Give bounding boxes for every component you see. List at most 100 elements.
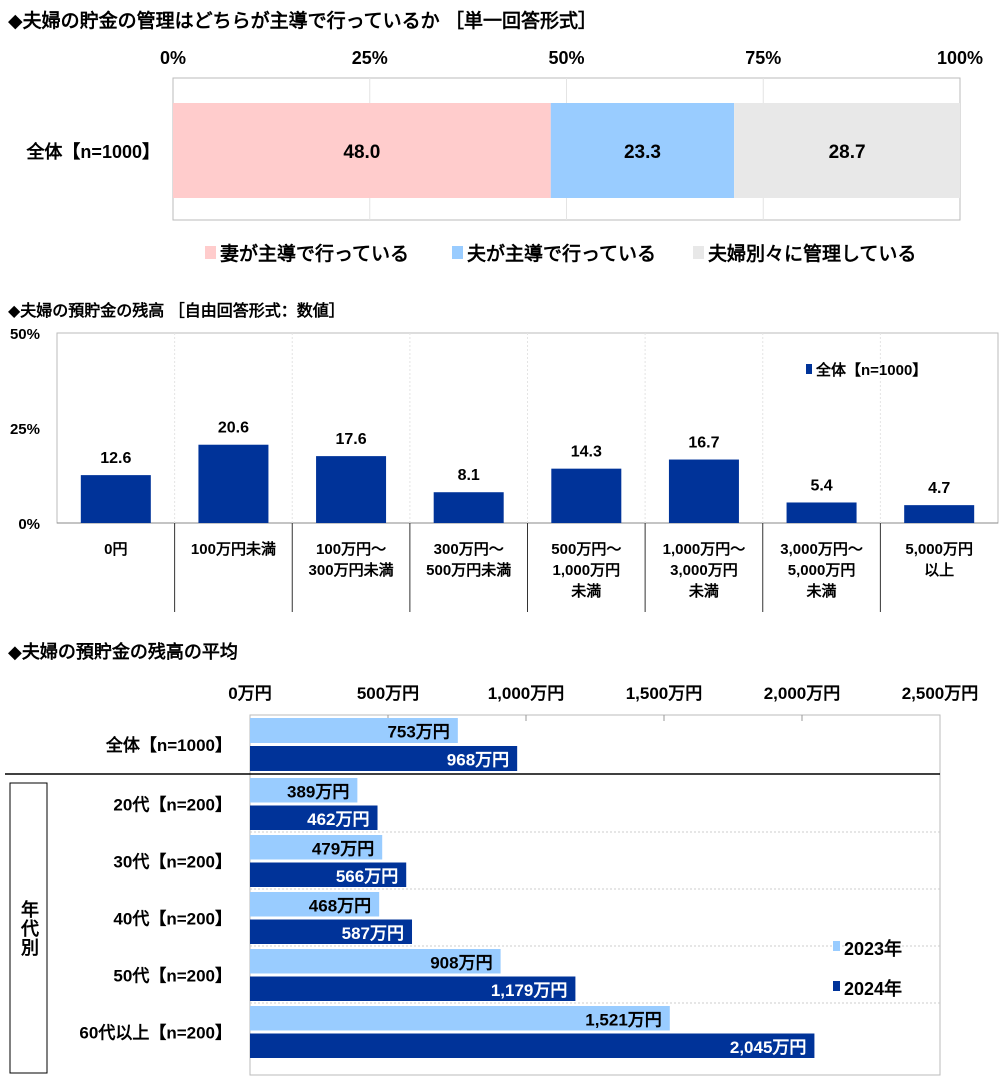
chart3-tick-label: 0万円 <box>228 684 271 703</box>
chart1-tick-label: 50% <box>548 48 584 68</box>
chart2-data-label: 14.3 <box>571 444 602 461</box>
chart1-bar-segment <box>173 103 551 198</box>
chart3-data-label: 566万円 <box>336 867 398 886</box>
chart1-legend-swatch <box>452 246 463 259</box>
chart2-category-label: 5,000万円 <box>905 541 973 558</box>
chart2-category-label: 未満 <box>806 582 837 600</box>
chart3-legend-label: 2024年 <box>844 978 902 999</box>
chart1-bar-segment <box>734 103 960 198</box>
chart2-category-label: 3,000万円～ <box>780 541 863 558</box>
chart1-category-label: 全体【n=1000】 <box>25 141 160 162</box>
chart2-category-label: 5,000万円 <box>788 562 856 579</box>
chart2-title: ◆夫婦の預貯金の残高 ［自由回答形式：数値］ <box>8 303 345 320</box>
chart1-tick-label: 100% <box>937 48 983 68</box>
chart3-bar <box>250 718 458 743</box>
chart3-data-label: 1,179万円 <box>491 981 568 1000</box>
chart1-legend-label: 夫婦別々に管理している <box>708 242 916 265</box>
chart2-data-label: 12.6 <box>100 450 131 467</box>
chart2-legend-swatch <box>806 364 812 374</box>
chart2-bar <box>198 444 269 523</box>
chart3-group-label: 年代別 <box>19 899 39 957</box>
chart3-data-label: 753万円 <box>387 723 449 742</box>
chart1-legend-label: 妻が主導で行っている <box>220 242 409 265</box>
chart3-data-label: 479万円 <box>312 839 374 858</box>
chart1-data-label: 23.3 <box>624 142 661 163</box>
chart1-tick-label: 25% <box>352 48 388 68</box>
chart3-bar <box>250 778 358 803</box>
chart3-category-label: 30代【n=200】 <box>113 852 232 872</box>
chart3-data-label: 462万円 <box>307 810 369 829</box>
chart3-data-label: 587万円 <box>342 924 404 943</box>
chart1-legend-label: 夫が主導で行っている <box>467 242 656 265</box>
chart2-data-label: 17.6 <box>335 431 366 448</box>
chart3-tick-label: 2,000万円 <box>764 684 841 703</box>
chart3-title: ◆夫婦の預貯金の残高の平均 <box>8 642 238 662</box>
chart3-bar <box>250 1006 670 1031</box>
chart1-tick-label: 0% <box>160 48 186 68</box>
chart1-tick-label: 75% <box>745 48 781 68</box>
chart2-data-label: 20.6 <box>218 420 249 437</box>
chart2-category-label: 3,000万円 <box>670 562 738 579</box>
chart3-legend-swatch <box>833 941 840 951</box>
chart2-data-label: 5.4 <box>810 477 832 494</box>
chart3-category-label: 60代以上【n=200】 <box>79 1023 232 1043</box>
chart3-bar <box>250 976 576 1001</box>
chart2-category-label: 100万円～ <box>316 541 386 558</box>
chart1-data-label: 28.7 <box>829 142 866 163</box>
chart3-tick-label: 1,000万円 <box>488 684 565 703</box>
chart1-data-label: 48.0 <box>343 142 380 163</box>
chart3-data-label: 468万円 <box>309 896 371 915</box>
chart2-category-label: 500万円未満 <box>426 561 511 579</box>
chart2-category-label: 0円 <box>104 541 127 558</box>
chart2-bar <box>316 456 387 523</box>
chart2-category-label: 100万円未満 <box>191 540 276 558</box>
chart2-data-label: 16.7 <box>688 435 719 452</box>
chart3-data-label: 389万円 <box>287 782 349 801</box>
chart2-category-label: 未満 <box>688 582 719 600</box>
chart2-tick-label: 50% <box>10 326 40 343</box>
chart2-category-label: 300万円～ <box>434 541 504 558</box>
chart3-data-label: 968万円 <box>447 751 509 770</box>
chart3-bar <box>250 862 407 887</box>
chart3-tick-label: 1,500万円 <box>626 684 703 703</box>
chart2-bar <box>668 459 739 523</box>
chart3-data-label: 1,521万円 <box>585 1010 662 1029</box>
chart3-tick-label: 2,500万円 <box>902 684 979 703</box>
chart3-bar <box>250 805 378 830</box>
chart2-bar <box>80 475 151 523</box>
chart2-bar <box>786 502 857 523</box>
chart3-bar <box>250 746 518 771</box>
chart2-category-label: 300万円未満 <box>309 561 394 579</box>
chart1-bar-segment <box>550 103 735 198</box>
chart2-tick-label: 25% <box>10 421 40 438</box>
chart3-category-label: 50代【n=200】 <box>113 966 232 986</box>
chart1-legend-swatch <box>693 246 704 259</box>
chart1-title: ◆夫婦の貯金の管理はどちらが主導で行っているか ［単一回答形式］ <box>8 11 597 32</box>
chart2-category-label: 以上 <box>924 562 954 579</box>
chart3-data-label: 2,045万円 <box>730 1038 807 1057</box>
chart2-category-label: 1,000万円～ <box>663 541 746 558</box>
chart3-bar <box>250 835 383 860</box>
chart3-data-label: 908万円 <box>430 953 492 972</box>
chart1-legend-swatch <box>205 246 216 259</box>
chart2-category-label: 1,000万円 <box>553 562 621 579</box>
chart2-category-label: 500万円～ <box>551 541 621 558</box>
chart3-tick-label: 500万円 <box>357 684 419 703</box>
chart3-bar <box>250 919 413 944</box>
chart2-plot-area <box>56 332 999 524</box>
chart3-bar <box>250 949 501 974</box>
chart2-data-label: 8.1 <box>458 467 480 484</box>
chart3-category-label: 40代【n=200】 <box>113 909 232 929</box>
chart3-category-label: 20代【n=200】 <box>113 795 232 815</box>
chart3-bar <box>250 1033 815 1058</box>
chart2-category-label: 未満 <box>570 582 601 600</box>
chart3-legend-swatch <box>833 981 840 991</box>
chart3-legend-label: 2023年 <box>844 938 902 959</box>
chart3-group-box <box>9 782 48 1074</box>
chart2-legend-label: 全体【n=1000】 <box>815 361 927 379</box>
chart3-category-label: 全体【n=1000】 <box>105 735 232 755</box>
chart2-tick-label: 0% <box>18 516 40 533</box>
chart2-bar <box>433 492 504 523</box>
chart2-data-label: 4.7 <box>928 480 950 497</box>
